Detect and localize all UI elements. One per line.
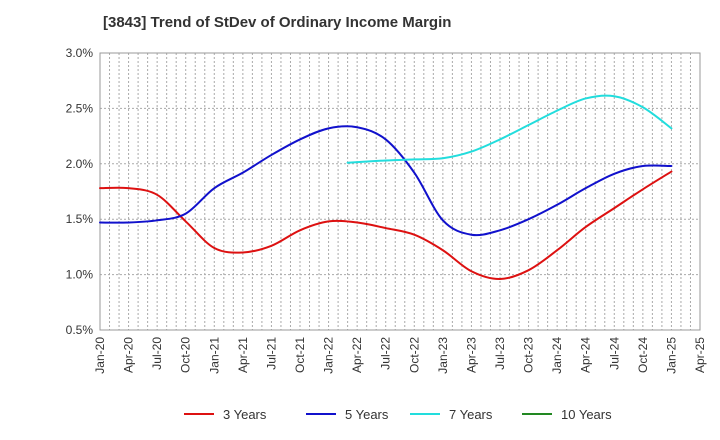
y-tick-label: 1.0% bbox=[66, 268, 94, 282]
series-line-3 bbox=[346, 94, 673, 164]
x-tick-label: Jul-22 bbox=[379, 337, 393, 370]
x-tick-label: Oct-24 bbox=[636, 337, 650, 373]
series-line-2 bbox=[99, 125, 673, 237]
axes: 0.5% 1.0% 1.5% 2.0% 2.5% 3.0% Jan-20 Apr-20 Jul-… bbox=[66, 46, 707, 374]
x-tick-label: Jul-21 bbox=[264, 337, 278, 370]
legend-label: 7 Years bbox=[449, 407, 493, 422]
x-tick-label: Apr-20 bbox=[122, 337, 136, 373]
x-tick-label: Apr-24 bbox=[579, 337, 593, 373]
y-tick-label: 3.0% bbox=[66, 46, 94, 60]
x-tick-label: Apr-23 bbox=[464, 337, 478, 373]
x-tick-label: Jan-24 bbox=[550, 337, 564, 374]
grid bbox=[99, 52, 701, 331]
x-tick-label: Jan-25 bbox=[664, 337, 678, 374]
y-tick-label: 2.0% bbox=[66, 157, 94, 171]
x-tick-label: Oct-21 bbox=[293, 337, 307, 373]
x-tick-label: Apr-21 bbox=[236, 337, 250, 373]
y-tick-label: 2.5% bbox=[66, 101, 94, 115]
x-tick-label: Oct-23 bbox=[522, 337, 536, 373]
legend-label: 3 Years bbox=[223, 407, 267, 422]
y-tick-label: 1.5% bbox=[66, 212, 94, 226]
x-tick-label: Jan-23 bbox=[436, 337, 450, 374]
x-tick-label: Oct-22 bbox=[407, 337, 421, 373]
x-tick-label: Apr-25 bbox=[693, 337, 707, 373]
x-tick-label: Jul-24 bbox=[607, 337, 621, 370]
series-lines bbox=[99, 94, 673, 281]
legend: 3 Years 5 Years 7 Years 10 Years bbox=[184, 407, 612, 422]
x-tick-label: Jul-20 bbox=[150, 337, 164, 370]
x-tick-label: Oct-20 bbox=[179, 337, 193, 373]
series-line-1 bbox=[99, 170, 673, 281]
x-tick-label: Jul-23 bbox=[493, 337, 507, 370]
y-tick-label: 0.5% bbox=[66, 323, 94, 337]
legend-label: 10 Years bbox=[561, 407, 612, 422]
x-tick-label: Jan-22 bbox=[322, 337, 336, 374]
chart-title: [3843] Trend of StDev of Ordinary Income… bbox=[103, 14, 452, 31]
x-tick-label: Apr-22 bbox=[350, 337, 364, 373]
x-tick-label: Jan-21 bbox=[207, 337, 221, 374]
legend-label: 5 Years bbox=[345, 407, 389, 422]
x-tick-label: Jan-20 bbox=[93, 337, 107, 374]
plot-area-frame bbox=[99, 52, 701, 331]
